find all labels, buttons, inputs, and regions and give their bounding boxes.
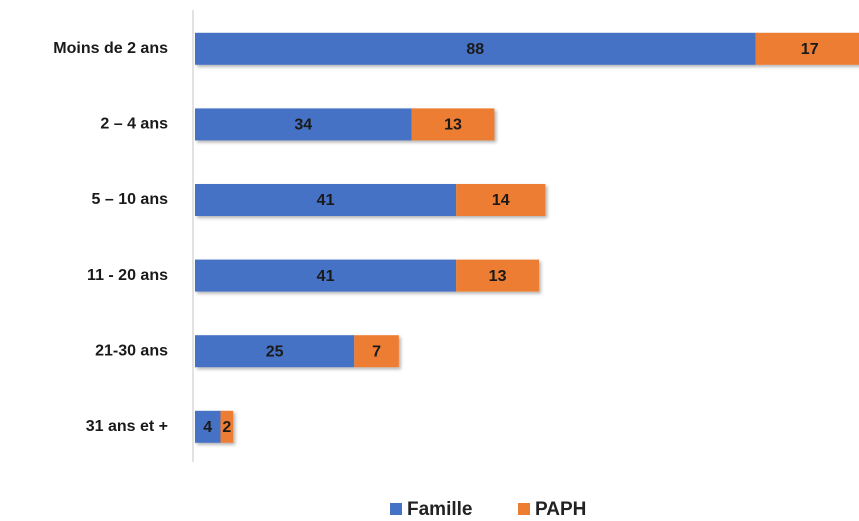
y-tick-label: 11 - 20 ans (87, 267, 168, 284)
bars (195, 32, 859, 443)
data-label: 7 (372, 343, 381, 360)
bar-segment (195, 184, 457, 216)
y-tick-label: 31 ans et + (86, 418, 168, 435)
data-label: 25 (266, 343, 284, 360)
data-label: 4 (203, 419, 212, 436)
data-label: 34 (294, 117, 312, 134)
bar-segment (195, 410, 221, 443)
bar-segment (195, 32, 756, 65)
data-label: 2 (222, 419, 231, 436)
bar-segment (195, 259, 457, 292)
y-tick-label: Moins de 2 ans (53, 40, 168, 57)
data-label: 13 (444, 117, 462, 134)
legend-swatch (518, 503, 530, 515)
data-label: 17 (801, 41, 819, 58)
data-label: 41 (317, 192, 335, 209)
bar-segment (220, 410, 234, 443)
bar-segment (195, 335, 355, 368)
y-tick-label: 5 – 10 ans (92, 191, 169, 208)
bar-segment (456, 259, 539, 292)
data-label: 41 (317, 268, 335, 285)
legend-swatch (390, 503, 402, 515)
data-label: 88 (466, 41, 484, 58)
legend-label: Famille (407, 499, 472, 520)
bar-segment (755, 32, 859, 65)
bar-segment (195, 108, 412, 141)
data-label: 13 (489, 268, 507, 285)
legend-label: PAPH (535, 499, 586, 520)
bar-segment (456, 184, 546, 216)
bar-segment (354, 335, 399, 368)
data-label: 14 (492, 192, 510, 209)
bar-segment (411, 108, 495, 141)
y-tick-label: 21-30 ans (95, 342, 168, 359)
y-tick-label: 2 – 4 ans (100, 116, 168, 133)
